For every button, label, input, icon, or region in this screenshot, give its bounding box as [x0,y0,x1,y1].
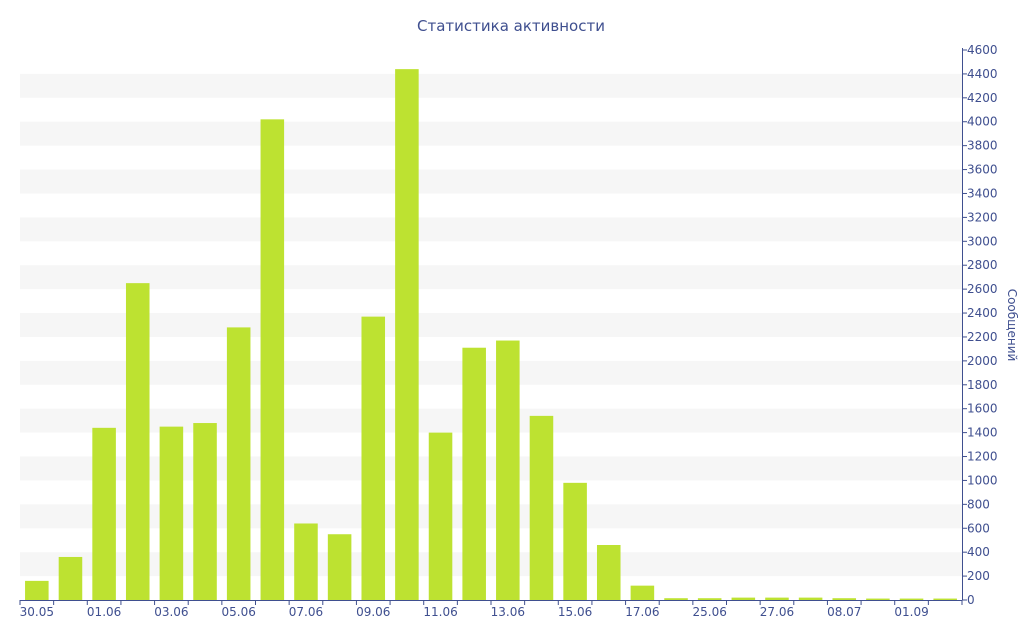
y-tick-label: 200 [967,569,990,583]
y-tick-label: 3400 [967,186,998,200]
bar-10.06 [395,69,419,600]
y-tick-label: 3600 [967,163,998,177]
grid-band [20,456,962,481]
bar-05.06 [226,327,251,600]
y-tick-label: 0 [967,593,975,607]
y-tick-label: 2200 [967,330,998,344]
grid-band [20,504,962,529]
grid-band [20,313,962,337]
bar-14.06 [529,415,554,600]
bar-07.06 [294,523,318,600]
bar-13.06 [496,340,520,600]
x-tick-label: 07.06 [289,605,323,619]
grid-band [20,408,962,433]
grid-band [20,73,962,98]
x-tick-label: 11.06 [423,605,457,619]
grid-band [20,552,962,577]
bar-30.05 [25,580,49,600]
bar-31.05 [58,556,83,600]
bar-02.09 [933,598,957,600]
y-tick-label: 2000 [967,354,998,368]
y-tick-label: 800 [967,497,990,511]
x-tick-label: 25.06 [693,605,727,619]
bar-27.06 [765,597,789,600]
bar-17.06 [630,585,655,600]
chart-title: Статистика активности [417,17,605,35]
y-tick-label: 3000 [967,234,998,248]
x-tick-label: 05.06 [222,605,256,619]
bar-06.06 [260,119,285,600]
bar-09.07 [866,598,890,600]
bar-09.06 [361,316,386,600]
x-tick-label: 27.06 [760,605,794,619]
bars [25,69,957,600]
grid-band [20,265,962,290]
y-tick-label: 1400 [967,426,998,440]
y-tick-label: 2400 [967,306,998,320]
grid-band [20,217,962,242]
grid-bands [20,73,962,577]
y-axis-label: Сообщений [1005,289,1019,362]
bar-01.09 [899,598,924,600]
grid-band [20,169,962,194]
grid-band [20,121,962,146]
y-tick-label: 2600 [967,282,998,296]
y-axis: 0 200 400 600 800 1000 1200 1400 1600 1800 2000 220… [962,43,998,607]
y-tick-label: 400 [967,545,990,559]
x-tick-label: 09.06 [356,605,390,619]
x-axis: 30.05 01.06 03.06 05.06 07.06 09.06 11.06 13.06… [19,600,963,619]
y-tick-label: 4400 [967,67,998,81]
bar-03.06 [159,426,184,600]
bar-01.06 [92,427,116,600]
bar-08.07 [832,598,857,600]
y-tick-label: 2800 [967,258,998,272]
y-tick-label: 3200 [967,210,998,224]
bar-24.06 [664,598,688,600]
x-tick-label: 03.06 [154,605,188,619]
y-tick-label: 4600 [967,43,998,57]
bar-25.06 [697,598,722,600]
bar-16.06 [596,545,621,600]
x-tick-label: 01.06 [87,605,121,619]
bar-11.06 [428,432,453,600]
x-tick-label: 15.06 [558,605,592,619]
y-tick-label: 600 [967,521,990,535]
grid-band [20,360,962,385]
x-tick-label: 08.07 [827,605,861,619]
bar-12.06 [462,347,486,600]
x-tick-label: 17.06 [625,605,659,619]
bar-02.06 [125,283,150,600]
bar-15.06 [563,482,587,600]
y-tick-label: 1800 [967,378,998,392]
y-tick-label: 4200 [967,91,998,105]
x-tick-label: 13.06 [491,605,525,619]
y-tick-label: 1600 [967,402,998,416]
x-tick-label: 30.05 [20,605,54,619]
y-tick-label: 3800 [967,139,998,153]
y-tick-label: 4000 [967,115,998,129]
y-tick-label: 1200 [967,450,998,464]
x-tick-label: 01.09 [894,605,928,619]
bar-04.06 [193,423,217,600]
y-tick-label: 1000 [967,473,998,487]
bar-26.06 [731,597,756,600]
bar-28.06 [798,597,823,600]
bar-08.06 [327,534,352,600]
